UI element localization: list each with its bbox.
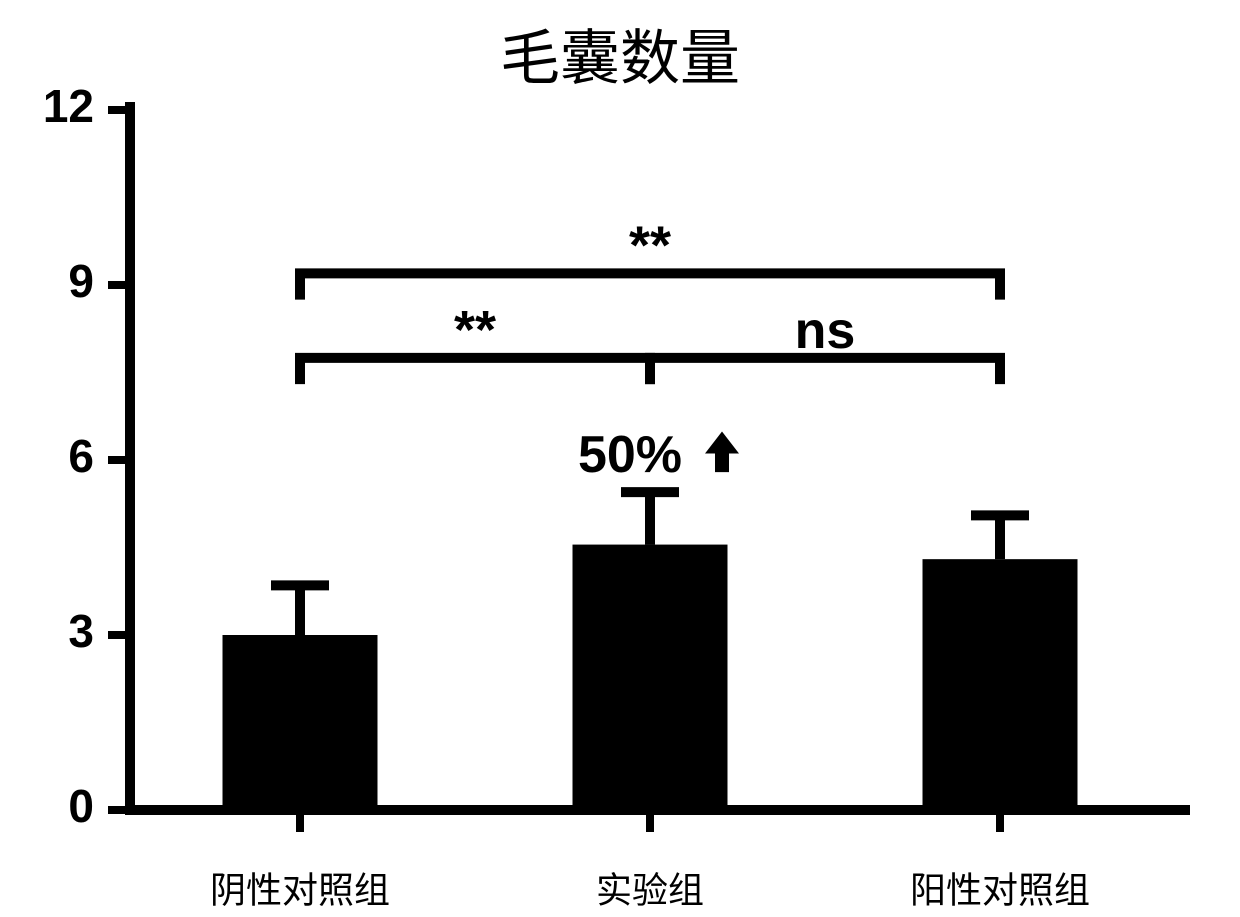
bar: [923, 559, 1078, 810]
y-tick-label: 0: [68, 780, 94, 832]
category-label: 阴性对照组: [210, 869, 390, 910]
chart-svg: ** ** ns 50% 0 3 6 9 12 阴性对照组 实验组 阳性对照组: [0, 0, 1240, 917]
significance-bracket: [300, 273, 1000, 299]
annotation-layer: 50%: [578, 426, 739, 484]
y-tick-label: 9: [68, 255, 94, 307]
tick-labels-layer: 0 3 6 9 12: [43, 80, 94, 832]
significance-label: **: [454, 300, 496, 360]
chart-container: { "chart": { "type": "bar", "title": "毛囊…: [0, 0, 1240, 917]
y-tick-label: 3: [68, 605, 94, 657]
y-tick-label: 6: [68, 430, 94, 482]
significance-bracket: [300, 358, 650, 384]
y-tick-label: 12: [43, 80, 94, 132]
bars-layer: [223, 545, 1078, 810]
percent-increase-label: 50%: [578, 426, 682, 484]
up-arrow-icon: [705, 432, 739, 473]
bar: [223, 635, 378, 810]
category-label: 阳性对照组: [910, 869, 1090, 910]
significance-bracket: [650, 358, 1000, 384]
significance-label: **: [629, 215, 671, 275]
significance-brackets-layer: ** ** ns: [300, 215, 1000, 384]
category-labels-layer: 阴性对照组 实验组 阳性对照组: [210, 869, 1090, 910]
category-label: 实验组: [596, 869, 704, 910]
bar: [573, 545, 728, 810]
significance-label: ns: [795, 302, 856, 360]
